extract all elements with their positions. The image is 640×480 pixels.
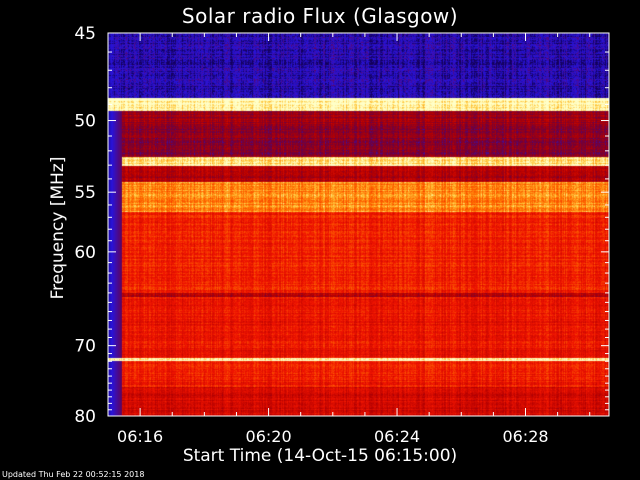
chart-title: Solar radio Flux (Glasgow) (181, 4, 459, 28)
x-tick-label: 06:16 (117, 427, 163, 446)
x-tick-label: 06:28 (502, 427, 548, 446)
y-tick-label: 55 (74, 183, 96, 203)
x-tick-label: 06:24 (374, 427, 420, 446)
y-tick-label: 60 (74, 243, 96, 263)
plot-frame (107, 32, 610, 417)
y-tick-label: 50 (74, 112, 96, 132)
updated-timestamp: Updated Thu Feb 22 00:52:15 2018 (2, 470, 145, 479)
y-tick-label: 80 (74, 407, 96, 427)
y-tick-label: 70 (74, 337, 96, 357)
x-tick-label: 06:20 (246, 427, 292, 446)
y-tick-label: 45 (74, 24, 96, 44)
x-axis-label: Start Time (14-Oct-15 06:15:00) (182, 446, 458, 466)
